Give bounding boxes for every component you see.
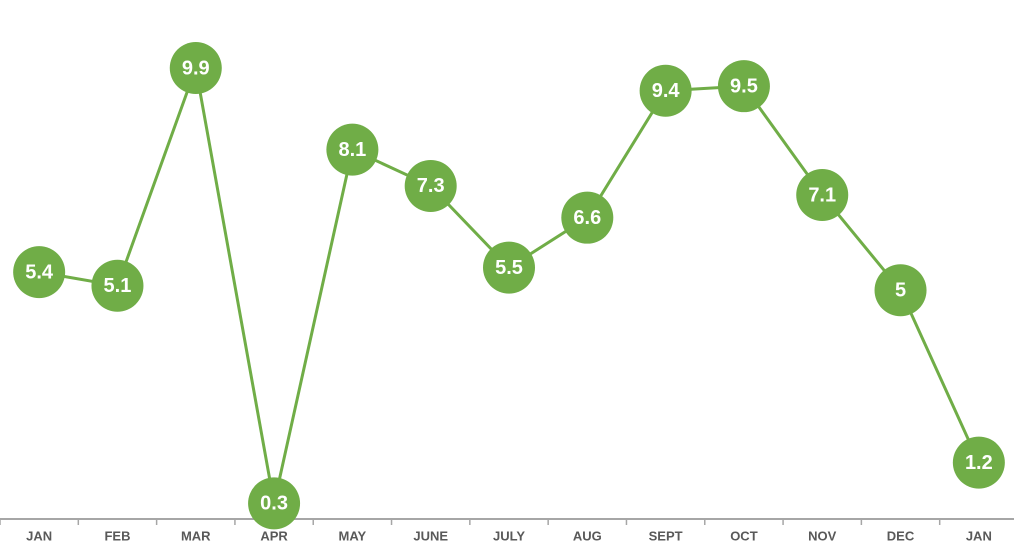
marker [483, 241, 535, 294]
data-label: 8.1 [338, 139, 366, 161]
x-tick-label: DEC [887, 528, 915, 543]
data-label: 9.4 [652, 80, 681, 102]
x-tick-label: JULY [493, 528, 525, 543]
x-tick-label: MAR [181, 528, 211, 543]
data-label: 5.4 [25, 261, 54, 283]
data-label: 9.9 [182, 57, 210, 79]
x-tick-label: SEPT [649, 528, 683, 543]
x-tick-label: JAN [26, 528, 52, 543]
marker [952, 436, 1005, 489]
x-tick-label: JUNE [413, 528, 448, 543]
marker [796, 169, 849, 222]
data-label: 5.5 [495, 257, 523, 279]
x-tick-label: FEB [104, 528, 130, 543]
data-label: 9.5 [730, 75, 758, 97]
data-label: 5.1 [104, 275, 132, 297]
x-tick-label: MAY [339, 528, 367, 543]
marker [717, 60, 770, 113]
marker [874, 264, 927, 317]
marker [326, 123, 379, 176]
marker [561, 191, 614, 244]
data-label: 1.2 [965, 452, 993, 474]
data-label: 0.3 [260, 493, 288, 515]
x-tick-label: JAN [966, 528, 992, 543]
x-tick-label: NOV [808, 528, 837, 543]
data-label: 7.3 [417, 175, 445, 197]
x-tick-label: AUG [573, 528, 602, 543]
marker [91, 259, 144, 312]
data-label: 7.1 [808, 184, 836, 206]
data-label: 6.6 [573, 207, 601, 229]
marker [248, 477, 301, 530]
x-tick-label: APR [260, 528, 288, 543]
x-tick-label: OCT [730, 528, 758, 543]
data-label: 5 [895, 280, 906, 302]
marker [639, 64, 692, 117]
marker [404, 159, 457, 212]
marker [169, 42, 222, 95]
marker [13, 246, 66, 299]
